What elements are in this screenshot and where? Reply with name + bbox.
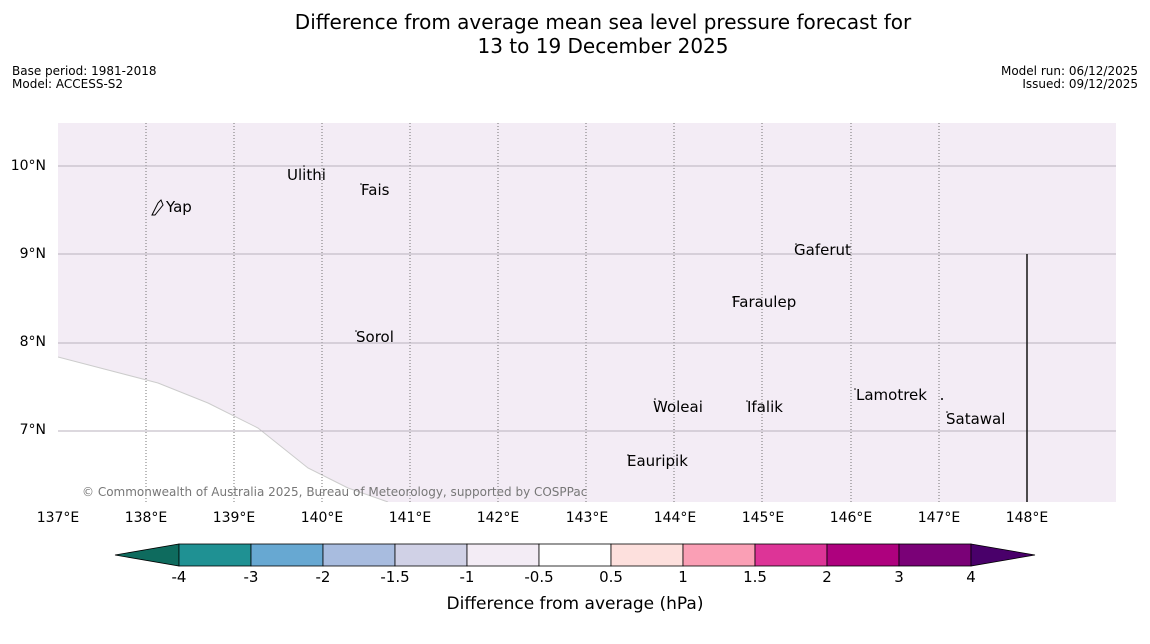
colorbar-tick: 0.5 — [599, 568, 623, 586]
colorbar-tick: 3 — [894, 568, 904, 586]
place-label-woleai: Woleai — [653, 398, 703, 416]
lon-label-139e: 139°E — [212, 510, 256, 526]
lat-label-10n: 10°N — [10, 158, 46, 174]
place-label-sorol: Sorol — [356, 328, 394, 346]
place-label-ifalik: Ifalik — [747, 398, 783, 416]
colorbar-tick: -2 — [315, 568, 331, 586]
lon-label-148e: 148°E — [1005, 510, 1049, 526]
lon-label-137e: 137°E — [36, 510, 80, 526]
map-panel: Yap Ulithi Fais Gaferut Faraulep Sorol W… — [58, 123, 1116, 502]
colorbar-bin-11 — [898, 543, 972, 567]
colorbar-tick: -3 — [243, 568, 259, 586]
colorbar-bin-5 — [466, 543, 540, 567]
colorbar-tick: -1 — [459, 568, 475, 586]
colorbar-tick: 1 — [678, 568, 688, 586]
issued-date: Issued: 09/12/2025 — [1022, 77, 1138, 91]
lon-label-142e: 142°E — [476, 510, 520, 526]
place-label-lamotrek: Lamotrek — [856, 386, 927, 404]
colorbar-bin-9 — [754, 543, 828, 567]
longitude-gridlines — [145, 123, 940, 502]
colorbar-tick: 2 — [822, 568, 832, 586]
place-label-ulithi: Ulithi — [287, 166, 326, 184]
latitude-gridlines — [58, 165, 1116, 432]
colorbar — [114, 543, 1036, 567]
colorbar-bin-1 — [178, 543, 252, 567]
place-label-yap: Yap — [166, 198, 192, 216]
colorbar-tick: 1.5 — [743, 568, 767, 586]
colorbar-bin-3 — [322, 543, 396, 567]
pressure-anomaly-field — [58, 123, 1116, 502]
place-label-eauripik: Eauripik — [627, 452, 688, 470]
place-label-fais: Fais — [361, 181, 390, 199]
lon-label-147e: 147°E — [917, 510, 961, 526]
place-label-satawal: Satawal — [946, 410, 1006, 428]
lon-label-141e: 141°E — [388, 510, 432, 526]
colorbar-bin-8 — [682, 543, 756, 567]
colorbar-tick: -4 — [171, 568, 187, 586]
colorbar-tick: -0.5 — [524, 568, 554, 586]
colorbar-bin-6 — [538, 543, 612, 567]
place-label-gaferut: Gaferut — [794, 241, 851, 259]
lon-label-138e: 138°E — [124, 510, 168, 526]
lat-label-9n: 9°N — [19, 246, 46, 262]
colorbar-label: Difference from average (hPa) — [446, 594, 704, 614]
lon-label-140e: 140°E — [300, 510, 344, 526]
island-dots — [303, 165, 948, 456]
lon-label-143e: 143°E — [565, 510, 609, 526]
yap-island-outline — [151, 199, 164, 216]
copyright-notice: © Commonwealth of Australia 2025, Bureau… — [82, 485, 588, 499]
lon-label-145e: 145°E — [741, 510, 785, 526]
meta-right: Model run: 06/12/2025 Issued: 09/12/2025 — [1001, 65, 1138, 91]
colorbar-arrow-high — [970, 543, 1036, 567]
lon-label-146e: 146°E — [829, 510, 873, 526]
meta-left: Base period: 1981-2018 Model: ACCESS-S2 — [12, 65, 157, 91]
field-boundary — [58, 356, 389, 502]
colorbar-tick: 4 — [966, 568, 976, 586]
title-line-2: 13 to 19 December 2025 — [477, 34, 729, 58]
place-label-faraulep: Faraulep — [732, 293, 797, 311]
colorbar-bin-10 — [826, 543, 900, 567]
colorbar-tick: -1.5 — [380, 568, 410, 586]
lon-label-144e: 144°E — [653, 510, 697, 526]
colorbar-bin-4 — [394, 543, 468, 567]
colorbar-arrow-low — [114, 543, 180, 567]
colorbar-bin-2 — [250, 543, 324, 567]
model-run: Model run: 06/12/2025 — [1000, 64, 1138, 78]
model-name: Model: ACCESS-S2 — [12, 77, 124, 91]
chart-title: Difference from average mean sea level p… — [0, 10, 1150, 58]
map-canvas — [58, 123, 1116, 502]
title-line-1: Difference from average mean sea level p… — [294, 10, 912, 34]
lat-label-7n: 7°N — [19, 422, 46, 438]
colorbar-bin-7 — [610, 543, 684, 567]
base-period: Base period: 1981-2018 — [12, 64, 157, 78]
lat-label-8n: 8°N — [19, 334, 46, 350]
